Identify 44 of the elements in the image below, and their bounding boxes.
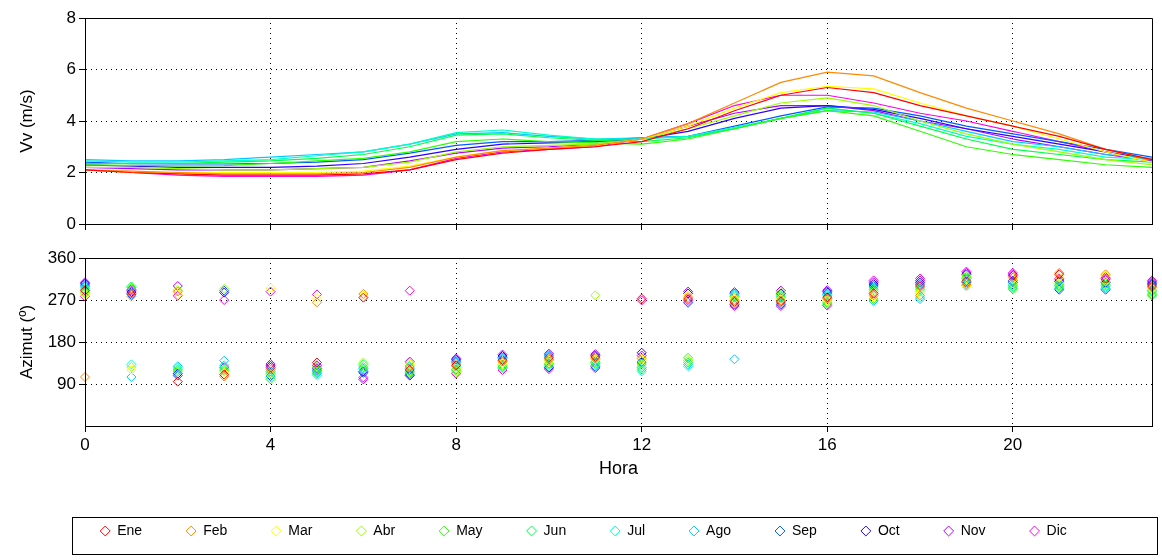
legend-label: Ago — [706, 521, 732, 538]
point — [172, 376, 183, 387]
y-tick-label: 180 — [47, 331, 76, 351]
point — [219, 355, 230, 366]
legend-label: Mar — [288, 521, 313, 538]
point — [311, 293, 322, 304]
point — [590, 290, 601, 301]
point — [126, 372, 137, 382]
legend-label: May — [456, 521, 483, 538]
legend-label: Ene — [117, 521, 143, 538]
point — [311, 289, 322, 300]
x-tick-label: 12 — [632, 434, 652, 454]
y-tick-label: 2 — [66, 162, 76, 182]
y-axis-title: Azimut (º) — [16, 304, 36, 380]
y-tick-label: 270 — [47, 289, 76, 309]
point — [729, 354, 740, 365]
point — [311, 297, 322, 308]
y-tick-label: 0 — [66, 213, 76, 233]
legend-label: Dic — [1046, 521, 1067, 538]
y-tick-label: 8 — [66, 7, 76, 27]
y-tick-label: 360 — [47, 247, 76, 267]
x-tick-label: 4 — [265, 434, 276, 454]
y-tick-label: 6 — [66, 59, 76, 79]
point — [80, 372, 90, 382]
x-tick-label: 16 — [817, 434, 837, 454]
legend-label: Nov — [960, 521, 986, 538]
x-axis-title: Hora — [598, 458, 639, 479]
point — [172, 281, 183, 291]
legend-label: Jun — [543, 521, 567, 538]
y-tick-label: 4 — [66, 110, 76, 130]
legend-label: Jul — [627, 521, 646, 538]
point — [265, 286, 276, 297]
legend-label: Abr — [373, 521, 396, 538]
legend-label: Sep — [791, 521, 818, 538]
x-tick-label: 0 — [80, 434, 90, 454]
x-tick-label: 8 — [451, 434, 461, 454]
point — [404, 285, 415, 296]
legend-label: Feb — [203, 521, 228, 538]
point — [219, 295, 230, 305]
point — [265, 282, 276, 293]
y-tick-label: 90 — [57, 373, 76, 393]
y-axis-title: Vv (m/s) — [16, 89, 36, 153]
x-tick-label: 20 — [1003, 434, 1023, 454]
legend-label: Oct — [877, 521, 900, 538]
